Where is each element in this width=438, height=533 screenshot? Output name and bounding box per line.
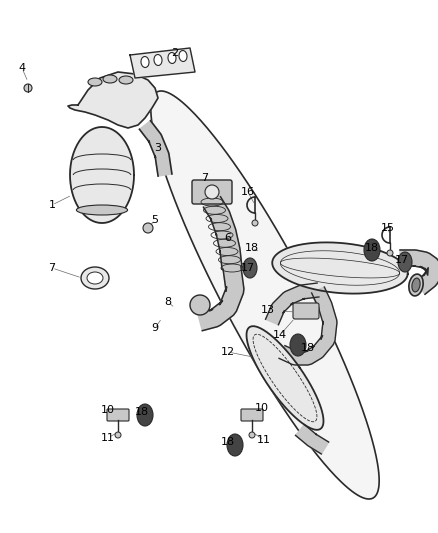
Ellipse shape <box>119 76 133 84</box>
Text: 13: 13 <box>261 305 275 315</box>
Text: 10: 10 <box>101 405 115 415</box>
Ellipse shape <box>205 185 219 199</box>
Text: 9: 9 <box>152 323 159 333</box>
Ellipse shape <box>81 267 109 289</box>
Text: 10: 10 <box>255 403 269 413</box>
Text: 3: 3 <box>155 143 162 153</box>
Text: 18: 18 <box>365 243 379 253</box>
Text: 17: 17 <box>241 263 255 273</box>
Text: 7: 7 <box>49 263 56 273</box>
Ellipse shape <box>137 404 153 426</box>
Circle shape <box>249 432 255 438</box>
Ellipse shape <box>398 252 412 272</box>
Polygon shape <box>151 91 379 499</box>
Polygon shape <box>204 197 242 269</box>
Ellipse shape <box>154 54 162 66</box>
Text: 18: 18 <box>245 243 259 253</box>
Polygon shape <box>265 283 319 325</box>
Text: 7: 7 <box>201 173 208 183</box>
Ellipse shape <box>290 334 306 356</box>
Polygon shape <box>198 267 244 330</box>
FancyBboxPatch shape <box>192 180 232 204</box>
Text: 18: 18 <box>301 343 315 353</box>
Text: 11: 11 <box>257 435 271 445</box>
Text: 15: 15 <box>381 223 395 233</box>
Polygon shape <box>400 250 438 294</box>
Ellipse shape <box>190 295 210 315</box>
Ellipse shape <box>243 258 257 278</box>
Ellipse shape <box>364 239 380 261</box>
Ellipse shape <box>179 51 187 61</box>
Circle shape <box>252 220 258 226</box>
Text: 2: 2 <box>171 48 179 58</box>
FancyBboxPatch shape <box>107 409 129 421</box>
Ellipse shape <box>103 75 117 83</box>
Text: 11: 11 <box>101 433 115 443</box>
Text: 12: 12 <box>221 347 235 357</box>
FancyBboxPatch shape <box>241 409 263 421</box>
Ellipse shape <box>227 434 243 456</box>
Text: 4: 4 <box>18 63 25 73</box>
Ellipse shape <box>168 53 176 63</box>
Ellipse shape <box>141 56 149 68</box>
Text: 18: 18 <box>135 407 149 417</box>
Circle shape <box>387 250 393 256</box>
Text: 6: 6 <box>225 233 232 243</box>
Polygon shape <box>272 243 408 294</box>
Text: 8: 8 <box>164 297 172 307</box>
Polygon shape <box>247 326 324 430</box>
Text: 17: 17 <box>395 255 409 265</box>
Text: 14: 14 <box>273 330 287 340</box>
Text: 16: 16 <box>241 187 255 197</box>
Polygon shape <box>139 121 172 176</box>
Circle shape <box>143 223 153 233</box>
Polygon shape <box>70 127 134 223</box>
Polygon shape <box>279 287 337 365</box>
FancyBboxPatch shape <box>293 303 319 319</box>
Ellipse shape <box>412 278 420 292</box>
Circle shape <box>115 432 121 438</box>
Polygon shape <box>68 72 158 128</box>
Text: 5: 5 <box>152 215 159 225</box>
Circle shape <box>24 84 32 92</box>
Ellipse shape <box>76 205 127 215</box>
Polygon shape <box>130 48 195 78</box>
Ellipse shape <box>87 272 103 284</box>
Ellipse shape <box>409 274 423 296</box>
Text: 18: 18 <box>221 437 235 447</box>
Text: 1: 1 <box>49 200 56 210</box>
Ellipse shape <box>88 78 102 86</box>
Polygon shape <box>296 425 328 454</box>
